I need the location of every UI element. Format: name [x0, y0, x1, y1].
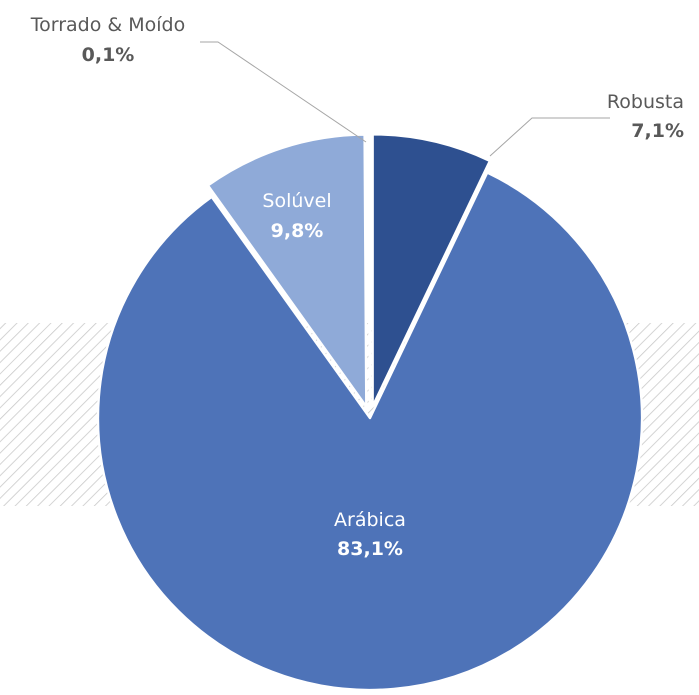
pie-slice-arabica	[96, 171, 644, 692]
slice-label-robusta: Robusta	[607, 91, 684, 113]
slice-value-arabica: 83,1%	[337, 538, 403, 560]
leader-line-robusta	[489, 117, 610, 157]
pie-slice-torrado-moido	[367, 132, 372, 408]
slice-label-arabica: Arábica	[334, 509, 406, 531]
slice-value-soluvel: 9,8%	[271, 220, 324, 242]
slice-label-soluvel: Solúvel	[262, 190, 331, 212]
slice-value-torrado-moido: 0,1%	[82, 44, 135, 66]
pie-slice-robusta	[371, 133, 492, 408]
leader-line-torrado-moido	[200, 41, 367, 143]
pie-slice-soluvel	[206, 133, 368, 408]
leader-lines	[200, 41, 610, 157]
pie-slices	[96, 132, 644, 692]
slice-value-robusta: 7,1%	[631, 120, 684, 142]
slice-labels: Robusta 7,1% Arábica 83,1% Solúvel 9,8% Torrad…	[30, 14, 684, 560]
slice-label-torrado-moido: Torrado & Moído	[30, 14, 186, 36]
